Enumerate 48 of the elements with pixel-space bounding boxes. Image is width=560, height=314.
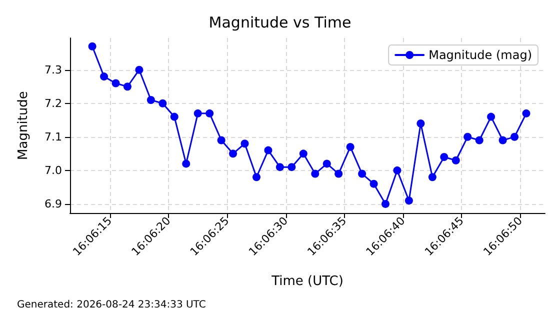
point — [158, 99, 167, 108]
y-tick-label: 7.1 — [44, 130, 62, 144]
point — [370, 180, 378, 188]
point — [88, 42, 96, 50]
point — [311, 170, 320, 178]
point — [182, 160, 190, 168]
point — [288, 163, 296, 172]
point — [358, 170, 366, 178]
point — [276, 163, 284, 172]
point — [346, 142, 354, 151]
point — [498, 136, 507, 144]
point — [146, 96, 155, 104]
point — [206, 109, 214, 118]
point — [334, 170, 343, 178]
point — [170, 112, 178, 121]
text: Generated: 2026-08-24 23:34:33 UTC — [17, 300, 206, 310]
point — [381, 200, 390, 208]
point — [416, 119, 425, 128]
y-axis-title: Magnitude — [16, 91, 31, 160]
point — [452, 156, 460, 164]
point — [229, 150, 238, 158]
y-tick-label: 7.0 — [44, 164, 62, 177]
point — [123, 82, 132, 91]
point — [464, 132, 472, 141]
point — [522, 109, 530, 118]
point — [428, 173, 436, 182]
point — [475, 136, 484, 144]
point — [135, 66, 144, 74]
legend-label: Magnitude (mag) — [428, 48, 532, 62]
point — [440, 153, 448, 162]
point — [112, 79, 120, 88]
point — [194, 109, 202, 118]
point — [322, 160, 331, 168]
x-axis-title: Time (UTC) — [270, 274, 344, 289]
point — [299, 150, 308, 158]
point — [404, 196, 413, 205]
point — [100, 72, 108, 81]
point — [264, 146, 272, 154]
point — [252, 173, 260, 182]
chart-title: Magnitude vs Time — [208, 14, 352, 32]
y-tick-label: 7.2 — [44, 96, 62, 110]
point — [217, 136, 226, 144]
point — [510, 132, 519, 141]
point — [240, 140, 249, 148]
point — [393, 166, 402, 174]
y-tick-label: 6.9 — [44, 197, 62, 210]
point — [487, 112, 496, 121]
y-tick-label: 7.3 — [44, 63, 62, 76]
